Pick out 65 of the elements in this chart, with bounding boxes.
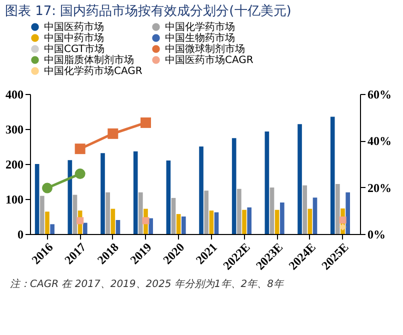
- chart-title: 图表 17: 国内药品市场按有效成分划分(十亿美元): [5, 3, 292, 19]
- point: [76, 217, 84, 224]
- y-tick-label: 100: [6, 192, 24, 206]
- bar: [312, 198, 318, 234]
- y-tick-label: 400: [6, 88, 24, 102]
- point: [108, 128, 118, 139]
- bar: [270, 187, 274, 234]
- legend-label: 中国医药市场CAGR: [165, 54, 254, 66]
- bar: [346, 192, 350, 234]
- y2-tick-label: 40%: [368, 134, 392, 148]
- bar: [242, 210, 246, 234]
- bar: [176, 214, 181, 234]
- bar: [199, 146, 204, 234]
- y2-tick-label: 20%: [368, 180, 392, 195]
- legend-label: 中国CGT市场: [44, 43, 104, 55]
- legend-label: 中国微球制剂市场: [165, 43, 245, 55]
- y2-tick-label: 0%: [368, 228, 386, 242]
- bar: [34, 164, 40, 234]
- legend-label: 中国化学药市场CAGR: [44, 65, 142, 77]
- point: [142, 217, 150, 224]
- bar: [274, 210, 280, 234]
- bar: [110, 208, 116, 234]
- legend-label: 中国脂质体制剂市场: [44, 54, 134, 66]
- y2-tick-label: 60%: [368, 88, 392, 102]
- y-tick-label: 200: [6, 158, 24, 172]
- legend-label: 中国生物药市场: [165, 32, 235, 44]
- point: [74, 168, 86, 180]
- bar: [204, 190, 208, 234]
- bar: [264, 131, 270, 234]
- point: [339, 216, 346, 224]
- bar: [247, 207, 252, 234]
- bar: [82, 222, 88, 234]
- bar: [116, 220, 120, 234]
- point: [42, 182, 52, 194]
- bar: [138, 192, 143, 234]
- bar: [330, 116, 335, 234]
- bar: [232, 138, 236, 234]
- bar: [40, 196, 44, 234]
- bar: [302, 185, 308, 234]
- bar: [72, 194, 78, 234]
- bar: [148, 218, 153, 234]
- bar: [171, 198, 176, 234]
- point: [140, 117, 151, 128]
- bar: [336, 184, 340, 234]
- bar: [308, 208, 312, 234]
- legend-label: 中国医药市场: [44, 21, 104, 33]
- bar: [209, 210, 214, 234]
- legend-label: 中国化学药市场: [165, 21, 235, 33]
- bar: [100, 153, 105, 234]
- bar: [45, 212, 50, 234]
- bar: [182, 216, 186, 234]
- bar: [106, 192, 110, 234]
- point: [339, 223, 346, 231]
- point: [74, 144, 86, 154]
- bar: [166, 160, 171, 234]
- bar: [133, 151, 138, 234]
- legend-label: 中国中药市场: [44, 32, 104, 44]
- text: 注：CAGR 在 2017、2019、2025 年分别为1年、2年、8年: [10, 278, 284, 290]
- bar: [50, 224, 54, 234]
- bar: [237, 188, 242, 234]
- bar: [280, 202, 284, 234]
- bar: [298, 124, 302, 234]
- bar: [214, 212, 219, 234]
- y-tick-label: 300: [6, 122, 24, 136]
- y-tick-label: 0: [18, 228, 24, 242]
